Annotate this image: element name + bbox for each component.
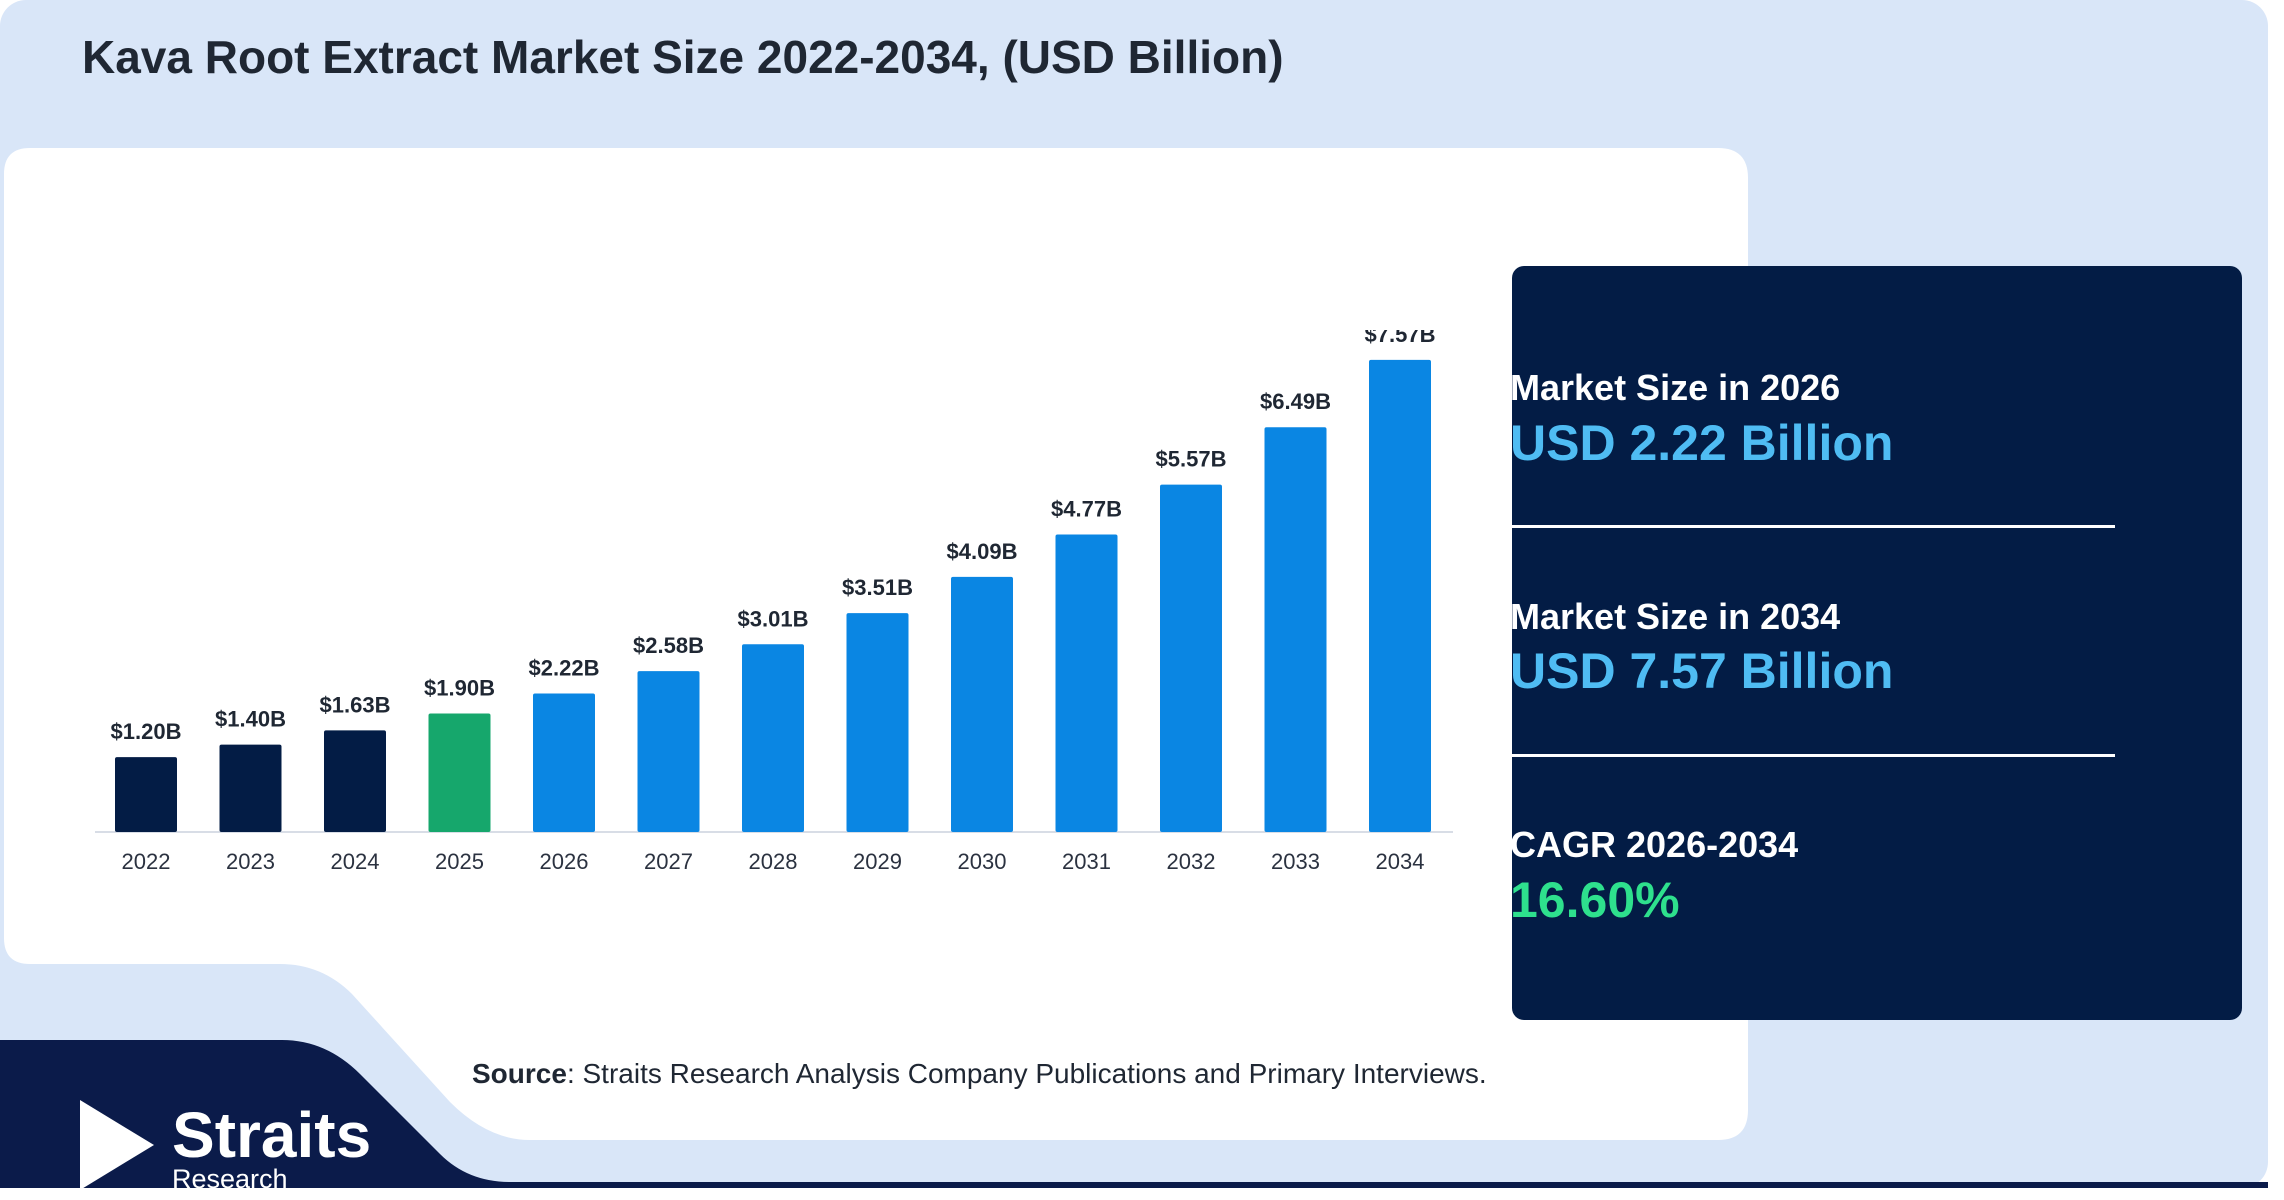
logo-wordmark: Straits [172,1099,372,1171]
bar-2026 [533,693,595,832]
stats-panel [1512,266,2242,1020]
bar-2029 [846,613,909,832]
data-label-2023: $1.40B [215,707,286,732]
bar-2028 [742,644,804,832]
x-tick-label-2030: 2030 [958,849,1007,874]
data-label-2024: $1.63B [320,692,391,717]
stat-label-2034: Market Size in 2034 [1510,596,1841,637]
logo-subtitle: Research [172,1164,288,1194]
data-label-2029: $3.51B [842,575,913,600]
source-label: Source [472,1058,567,1089]
data-label-2025: $1.90B [424,675,495,700]
x-tick-label-2034: 2034 [1376,849,1425,874]
data-label-2026: $2.22B [529,656,600,681]
bar-2025 [428,713,491,832]
data-label-2031: $4.77B [1051,496,1122,521]
x-tick-label-2022: 2022 [122,849,171,874]
data-label-2033: $6.49B [1260,389,1331,414]
page-title: Kava Root Extract Market Size 2022-2034,… [82,31,1284,83]
bar-chart: $1.20B $1.40B $1.63B $1.90B $2.22B $2.58B $3.0… [95,330,1453,874]
data-label-2028: $3.01B [738,606,809,631]
x-tick-label-2029: 2029 [853,849,902,874]
footer-band [0,1040,2268,1188]
x-tick-label-2033: 2033 [1271,849,1320,874]
data-label-2030: $4.09B [947,539,1018,564]
data-label-2032: $5.57B [1156,447,1227,472]
stats-divider [1510,525,2115,528]
stat-label-cagr: CAGR 2026-2034 [1510,824,1799,865]
stat-value-2026: USD 2.22 Billion [1510,415,1894,471]
stat-label-2026: Market Size in 2026 [1510,367,1841,408]
source-text: : Straits Research Analysis Company Publ… [566,1058,1487,1089]
source-note: Source: Straits Research Analysis Compan… [472,1058,1487,1090]
bar-2030 [951,576,1013,832]
x-tick-label-2032: 2032 [1167,849,1216,874]
data-label-2022: $1.20B [111,719,182,744]
data-label-2027: $2.58B [633,633,704,658]
logo-mark [80,1100,154,1190]
data-label-2034: $7.57B [1365,330,1436,347]
x-tick-label-2026: 2026 [540,849,589,874]
bar-2027 [637,671,700,832]
x-tick-label-2023: 2023 [226,849,275,874]
bar-2032 [1160,484,1222,832]
bar-2034 [1369,359,1431,832]
stat-value-2034: USD 7.57 Billion [1510,643,1894,699]
bar-2024 [324,730,386,832]
bar-2031 [1055,534,1118,832]
x-tick-label-2028: 2028 [749,849,798,874]
bar-2023 [219,744,282,832]
x-tick-label-2031: 2031 [1062,849,1111,874]
bar-2022 [115,757,177,832]
x-tick-label-2025: 2025 [435,849,484,874]
x-tick-label-2027: 2027 [644,849,693,874]
bar-2033 [1264,427,1327,832]
stats-divider [1510,754,2115,757]
x-tick-label-2024: 2024 [331,849,380,874]
stat-value-cagr: 16.60% [1510,872,1680,928]
